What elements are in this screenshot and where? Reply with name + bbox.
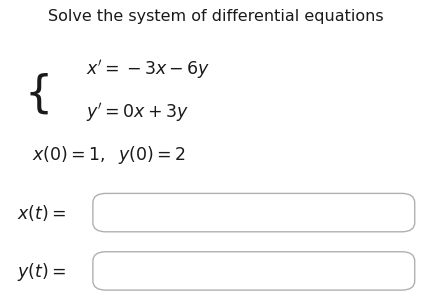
Text: $y(t) =$: $y(t) =$ <box>17 261 67 283</box>
Text: $x(0) = 1, \;\; y(0) = 2$: $x(0) = 1, \;\; y(0) = 2$ <box>32 144 186 166</box>
Text: $y' = 0x + 3y$: $y' = 0x + 3y$ <box>86 101 189 123</box>
Text: $x(t) =$: $x(t) =$ <box>17 203 67 223</box>
Text: $\{$: $\{$ <box>24 71 49 116</box>
Text: $x' =  - 3x - 6y$: $x' = - 3x - 6y$ <box>86 58 211 80</box>
FancyBboxPatch shape <box>93 193 415 232</box>
Text: Solve the system of differential equations: Solve the system of differential equatio… <box>48 9 384 24</box>
FancyBboxPatch shape <box>93 252 415 290</box>
